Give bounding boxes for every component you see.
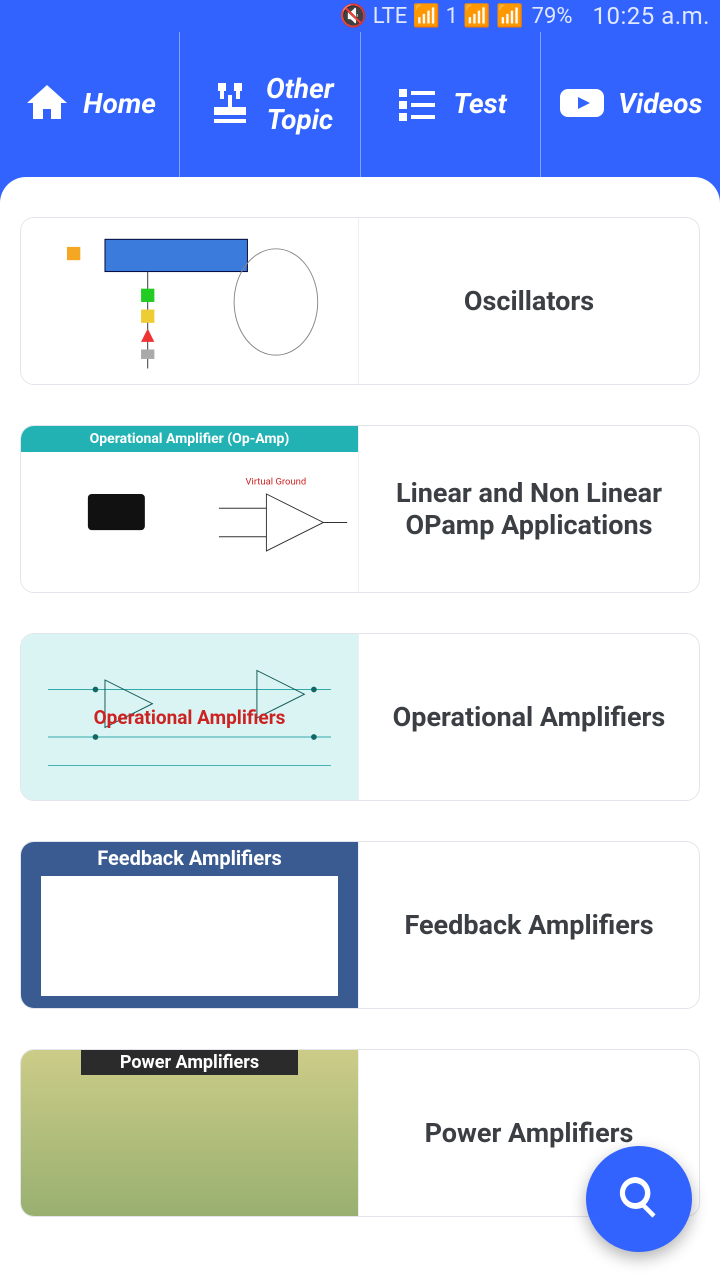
status-time: 10:25 a.m. — [593, 2, 710, 30]
search-fab[interactable] — [586, 1146, 692, 1252]
search-icon — [615, 1173, 663, 1225]
topic-thumbnail — [21, 1050, 359, 1216]
svg-text:Virtual Ground: Virtual Ground — [246, 476, 307, 487]
nav-test-label: Test — [453, 89, 506, 120]
schematic-icon: Virtual Ground — [29, 456, 350, 593]
topic-card[interactable]: Feedback Amplifiers — [20, 841, 700, 1009]
nav-other-topic[interactable]: Other Topic — [180, 32, 360, 177]
nav-other-topic-label: Other Topic — [266, 74, 334, 136]
topic-title: Operational Amplifiers — [393, 701, 666, 733]
home-icon — [23, 79, 71, 131]
battery-pct: 79% — [532, 4, 573, 29]
nav-videos-label: Videos — [618, 89, 702, 120]
status-bar: 🔇 LTE 📶 1 📶 📶 79% 10:25 a.m. — [0, 0, 720, 32]
topic-title: Linear and Non Linear OPamp Applications — [373, 477, 685, 542]
topic-card[interactable]: Operational Amplifiers Operational Ampli… — [20, 633, 700, 801]
topic-title-cell: Oscillators — [359, 218, 699, 384]
topic-title-cell: Linear and Non Linear OPamp Applications — [359, 426, 699, 592]
status-indicators: 🔇 LTE 📶 1 📶 📶 — [340, 4, 524, 29]
topic-card[interactable]: Virtual Ground Linear and Non Linear OPa… — [20, 425, 700, 593]
topic-title: Oscillators — [464, 285, 594, 317]
topic-title-cell: Feedback Amplifiers — [359, 842, 699, 1008]
schematic-icon — [29, 226, 350, 385]
topic-title: Power Amplifiers — [425, 1117, 634, 1149]
topic-card[interactable]: Oscillators — [20, 217, 700, 385]
topic-thumbnail — [21, 218, 359, 384]
nav-home[interactable]: Home — [0, 32, 180, 177]
nav-home-label: Home — [83, 89, 156, 120]
topic-thumbnail — [21, 842, 359, 1008]
youtube-icon — [558, 79, 606, 131]
other-topic-icon — [206, 79, 254, 131]
topic-title: Feedback Amplifiers — [404, 909, 653, 941]
nav-test[interactable]: Test — [361, 32, 541, 177]
topic-list[interactable]: Oscillators Virtual Ground Linear and No… — [0, 177, 720, 1280]
checklist-icon — [393, 79, 441, 131]
top-nav: Home Other Topic Test Videos — [0, 32, 720, 177]
topic-thumbnail: Operational Amplifiers — [21, 634, 359, 800]
topic-thumbnail: Virtual Ground — [21, 426, 359, 592]
topic-title-cell: Operational Amplifiers — [359, 634, 699, 800]
thumb-caption: Operational Amplifiers — [94, 706, 286, 729]
nav-videos[interactable]: Videos — [541, 32, 720, 177]
